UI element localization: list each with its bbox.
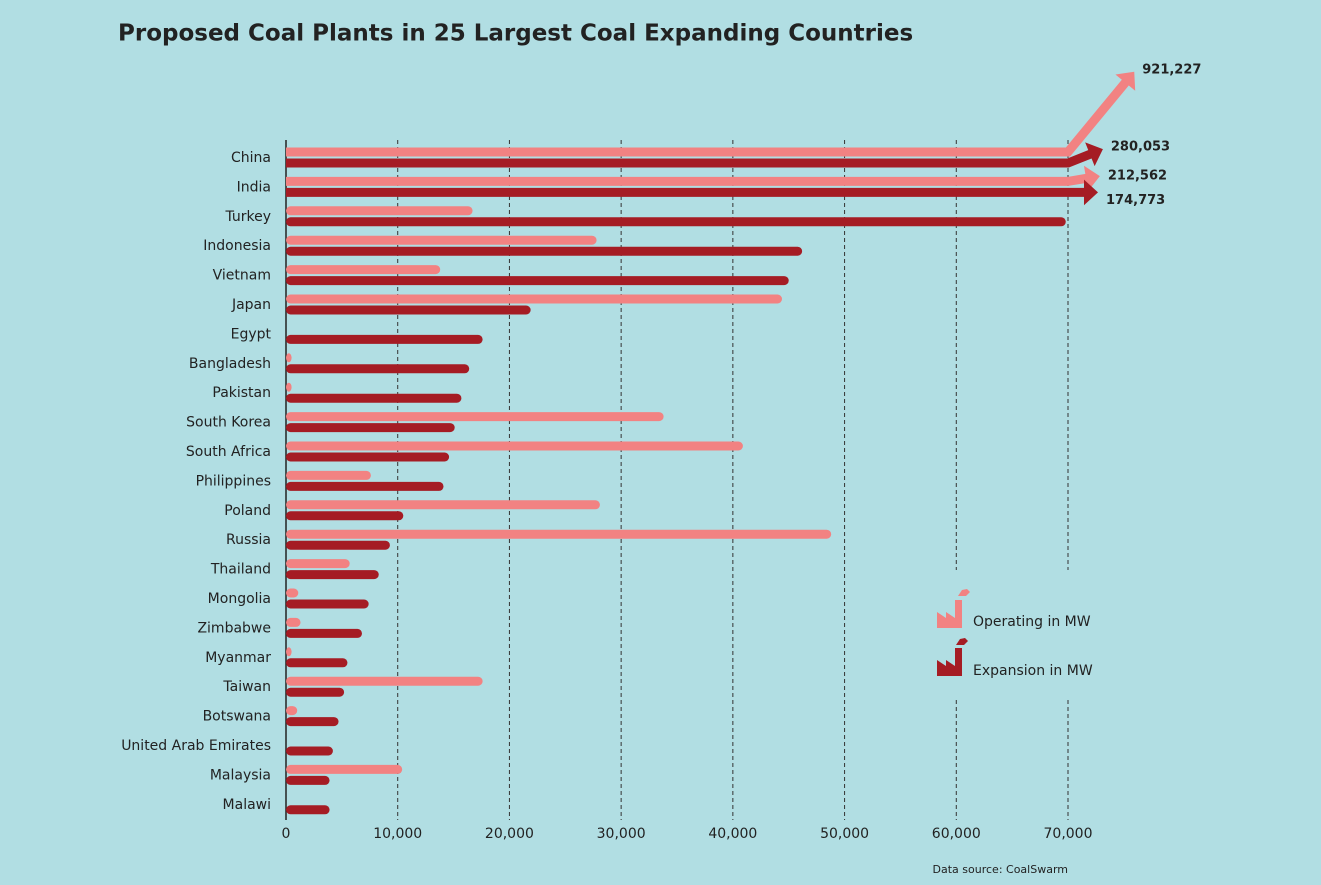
y-tick-label: Turkey xyxy=(224,209,271,225)
y-tick-label: Mongolia xyxy=(208,591,271,607)
x-tick-label: 20,000 xyxy=(485,826,534,842)
bar xyxy=(286,529,832,539)
y-tick-label: United Arab Emirates xyxy=(121,738,271,754)
bar xyxy=(286,173,1091,186)
bar xyxy=(286,481,444,491)
x-tick-label: 10,000 xyxy=(373,826,422,842)
bar xyxy=(286,364,470,374)
legend-smoke xyxy=(956,638,968,645)
y-tick-label: South Korea xyxy=(186,415,271,431)
bar xyxy=(286,470,371,480)
legend-label: Operating in MW xyxy=(973,614,1091,630)
bar xyxy=(286,334,483,344)
bar xyxy=(286,628,362,638)
legend-icon xyxy=(937,648,962,676)
y-tick-label: Japan xyxy=(231,297,271,313)
bar xyxy=(286,412,664,422)
y-tick-label: Botswana xyxy=(203,709,271,725)
bar xyxy=(286,676,483,686)
bar xyxy=(286,511,404,521)
x-tick-label: 40,000 xyxy=(708,826,757,842)
bar xyxy=(286,717,339,727)
value-label: 921,227 xyxy=(1142,62,1201,77)
y-tick-label: Pakistan xyxy=(212,385,271,401)
legend-label: Expansion in MW xyxy=(973,663,1093,679)
y-tick-label: Indonesia xyxy=(203,238,271,254)
bar xyxy=(286,206,473,216)
y-tick-label: Malaysia xyxy=(210,767,271,783)
bar xyxy=(286,500,600,510)
x-tick-label: 30,000 xyxy=(597,826,646,842)
bar xyxy=(286,235,597,245)
x-tick-label: 70,000 xyxy=(1044,826,1093,842)
bar xyxy=(286,148,1096,168)
bar xyxy=(286,687,345,697)
y-tick-label: Vietnam xyxy=(213,268,271,284)
legend-smoke xyxy=(958,589,970,596)
bar xyxy=(286,647,292,657)
source: Data source: CoalSwarm xyxy=(933,863,1068,876)
bar xyxy=(286,540,390,550)
y-tick-label: South Africa xyxy=(186,444,271,460)
bar xyxy=(286,217,1066,227)
bar xyxy=(286,294,783,304)
x-tick-label: 50,000 xyxy=(820,826,869,842)
arrow-head xyxy=(1085,142,1103,167)
legend-icon xyxy=(937,600,962,628)
bar xyxy=(286,276,789,286)
chart-title: Proposed Coal Plants in 25 Largest Coal … xyxy=(118,21,913,47)
y-tick-label: Zimbabwe xyxy=(197,620,271,636)
y-tick-label: Russia xyxy=(226,532,271,548)
value-label: 280,053 xyxy=(1111,140,1170,155)
bar xyxy=(286,305,531,315)
bar xyxy=(286,441,743,451)
bar xyxy=(286,76,1132,157)
bar xyxy=(286,452,450,462)
y-tick-label: Bangladesh xyxy=(189,356,271,372)
bar xyxy=(286,559,350,569)
y-tick-label: Poland xyxy=(224,503,271,519)
bar xyxy=(286,393,462,403)
bar xyxy=(286,382,292,392)
value-label: 174,773 xyxy=(1106,193,1165,208)
arrow-head xyxy=(1115,71,1136,91)
bar xyxy=(286,805,330,815)
bar xyxy=(286,617,301,627)
bar xyxy=(286,706,298,716)
y-tick-label: Philippines xyxy=(196,473,271,489)
bar xyxy=(286,599,369,609)
arrow-head xyxy=(1084,179,1098,206)
bar xyxy=(286,764,403,774)
x-tick-label: 60,000 xyxy=(932,826,981,842)
bar xyxy=(286,423,455,433)
legend: Operating in MW Expansion in MW xyxy=(937,589,1093,679)
y-tick-label: Taiwan xyxy=(222,679,271,695)
bar xyxy=(286,658,348,668)
bar xyxy=(286,775,330,785)
bar xyxy=(286,588,299,598)
y-tick-label: China xyxy=(231,150,271,166)
bar xyxy=(286,353,292,363)
x-tick-label: 0 xyxy=(282,826,291,842)
bar xyxy=(286,570,379,580)
bar xyxy=(286,265,441,275)
y-tick-label: India xyxy=(237,179,271,195)
bar xyxy=(286,746,333,756)
y-tick-label: Thailand xyxy=(210,562,271,578)
y-tick-label: Myanmar xyxy=(205,650,271,666)
y-tick-label: Egypt xyxy=(231,326,272,342)
value-label: 212,562 xyxy=(1108,169,1167,184)
bar xyxy=(286,246,803,256)
y-tick-label: Malawi xyxy=(223,797,271,813)
